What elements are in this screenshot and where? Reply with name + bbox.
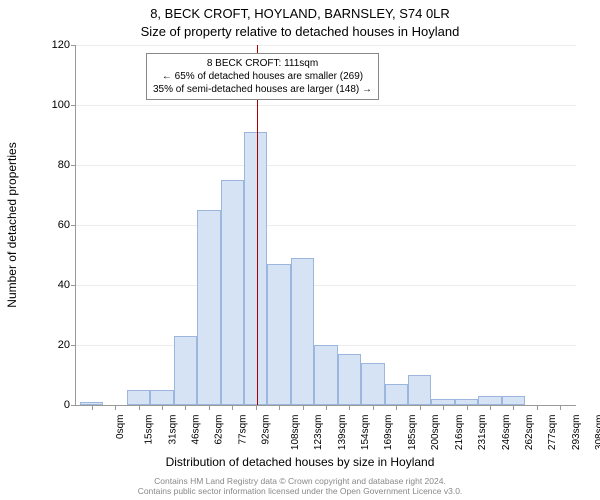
bar bbox=[291, 258, 314, 405]
x-tick-label: 92sqm bbox=[261, 415, 272, 445]
x-tickmark bbox=[303, 405, 304, 410]
x-tickmark bbox=[513, 405, 514, 410]
x-tickmark bbox=[92, 405, 93, 410]
gridline bbox=[76, 105, 576, 106]
x-tick-label: 0sqm bbox=[115, 415, 126, 439]
y-tick-label: 0 bbox=[64, 399, 76, 411]
x-tick-label: 108sqm bbox=[290, 415, 301, 451]
x-tick-label: 231sqm bbox=[477, 415, 488, 451]
bar bbox=[314, 345, 337, 405]
annotation-line-3: 35% of semi-detached houses are larger (… bbox=[153, 83, 372, 96]
x-tickmark bbox=[209, 405, 210, 410]
x-tickmark bbox=[467, 405, 468, 410]
x-tickmark bbox=[443, 405, 444, 410]
y-tick-label: 80 bbox=[58, 159, 76, 171]
x-tick-label: 46sqm bbox=[191, 415, 202, 445]
x-tick-label: 262sqm bbox=[524, 415, 535, 451]
bar bbox=[478, 396, 501, 405]
chart-container: 8, BECK CROFT, HOYLAND, BARNSLEY, S74 0L… bbox=[0, 0, 600, 500]
x-tickmark bbox=[279, 405, 280, 410]
bar bbox=[197, 210, 220, 405]
x-tick-label: 246sqm bbox=[501, 415, 512, 451]
annotation-box: 8 BECK CROFT: 111sqm← 65% of detached ho… bbox=[146, 53, 379, 100]
x-tickmark bbox=[326, 405, 327, 410]
gridline bbox=[76, 285, 576, 286]
x-tickmark bbox=[396, 405, 397, 410]
bar bbox=[502, 396, 525, 405]
y-tick-label: 40 bbox=[58, 279, 76, 291]
x-axis-label: Distribution of detached houses by size … bbox=[0, 455, 600, 469]
gridline bbox=[76, 165, 576, 166]
x-tickmark bbox=[349, 405, 350, 410]
footer: Contains HM Land Registry data © Crown c… bbox=[0, 476, 600, 496]
chart-title-1: 8, BECK CROFT, HOYLAND, BARNSLEY, S74 0L… bbox=[0, 6, 600, 21]
y-tick-label: 100 bbox=[52, 99, 76, 111]
x-tickmark bbox=[162, 405, 163, 410]
bar bbox=[361, 363, 384, 405]
annotation-line-2: ← 65% of detached houses are smaller (26… bbox=[153, 70, 372, 83]
bar bbox=[174, 336, 197, 405]
x-tick-label: 169sqm bbox=[384, 415, 395, 451]
gridline bbox=[76, 45, 576, 46]
x-tick-label: 293sqm bbox=[571, 415, 582, 451]
x-tickmark bbox=[373, 405, 374, 410]
footer-line-2: Contains public sector information licen… bbox=[0, 486, 600, 496]
x-tickmark bbox=[232, 405, 233, 410]
x-tickmark bbox=[537, 405, 538, 410]
bar bbox=[408, 375, 431, 405]
x-tickmark bbox=[420, 405, 421, 410]
annotation-line-1: 8 BECK CROFT: 111sqm bbox=[153, 57, 372, 70]
x-tick-label: 15sqm bbox=[144, 415, 155, 445]
bar bbox=[127, 390, 150, 405]
x-tickmark bbox=[490, 405, 491, 410]
x-tickmark bbox=[560, 405, 561, 410]
x-tickmark bbox=[256, 405, 257, 410]
chart-title-2: Size of property relative to detached ho… bbox=[0, 24, 600, 39]
x-tick-label: 200sqm bbox=[430, 415, 441, 451]
bar bbox=[150, 390, 173, 405]
x-tick-label: 185sqm bbox=[407, 415, 418, 451]
x-tickmark bbox=[115, 405, 116, 410]
x-tick-label: 77sqm bbox=[237, 415, 248, 445]
bar bbox=[385, 384, 408, 405]
x-tick-label: 139sqm bbox=[337, 415, 348, 451]
x-tick-label: 62sqm bbox=[214, 415, 225, 445]
bar bbox=[267, 264, 290, 405]
y-tick-label: 120 bbox=[52, 39, 76, 51]
x-tick-label: 154sqm bbox=[360, 415, 371, 451]
y-tick-label: 60 bbox=[58, 219, 76, 231]
x-tick-label: 277sqm bbox=[548, 415, 559, 451]
x-tick-label: 216sqm bbox=[454, 415, 465, 451]
x-tickmark bbox=[139, 405, 140, 410]
x-tick-label: 31sqm bbox=[167, 415, 178, 445]
gridline bbox=[76, 225, 576, 226]
x-tick-label: 308sqm bbox=[594, 415, 600, 451]
y-axis-label: Number of detached properties bbox=[5, 142, 19, 307]
x-tick-label: 123sqm bbox=[313, 415, 324, 451]
x-tickmark bbox=[185, 405, 186, 410]
y-tick-label: 20 bbox=[58, 339, 76, 351]
bar bbox=[221, 180, 244, 405]
plot-area: 0204060801001200sqm15sqm31sqm46sqm62sqm7… bbox=[75, 45, 576, 406]
footer-line-1: Contains HM Land Registry data © Crown c… bbox=[0, 476, 600, 486]
bar bbox=[338, 354, 361, 405]
